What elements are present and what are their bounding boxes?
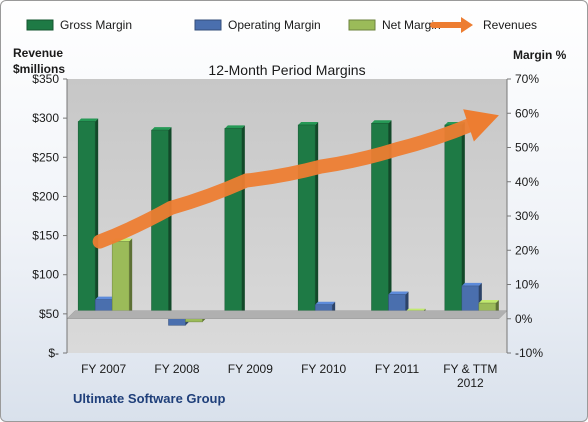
legend-swatch-gross-margin <box>26 19 54 31</box>
gross-margin-bar-top <box>151 127 172 131</box>
gross-margin-bar-top <box>298 121 319 125</box>
y-left-tick-label: $150 <box>32 229 59 243</box>
net-margin-bar-top <box>478 300 499 304</box>
gross-margin-bar-top <box>371 120 392 124</box>
plot-floor <box>66 310 508 319</box>
bar-group <box>77 118 499 326</box>
net-margin-bar <box>111 241 130 317</box>
legend-label: Gross Margin <box>60 18 132 32</box>
y-right-tick-label: 20% <box>515 243 539 257</box>
revenue-arrow <box>92 109 499 249</box>
y-left-title: Revenue <box>13 46 63 60</box>
gross-margin-bar-side <box>461 121 465 317</box>
x-tick-label: 2012 <box>457 376 484 390</box>
gross-margin-bar-side <box>95 118 99 317</box>
x-tick-label: FY 2007 <box>81 362 126 376</box>
gross-margin-bar-top <box>78 118 99 122</box>
gross-margin-bar-side <box>315 121 319 317</box>
y-right-tick-label: -10% <box>515 346 543 360</box>
x-tick-label: FY 2008 <box>154 362 199 376</box>
legend: Gross Margin Operating Margin Net Margin Re… <box>26 17 537 33</box>
gross-margin-bar <box>444 124 463 317</box>
gross-margin-bar-top <box>224 125 245 129</box>
chart-title: 12-Month Period Margins <box>208 62 365 78</box>
legend-label: Revenues <box>483 18 537 32</box>
x-tick-label: FY 2010 <box>301 362 346 376</box>
y-right-title: Margin % <box>513 48 567 62</box>
plot-area <box>67 79 507 353</box>
net-margin-bar-side <box>129 238 133 317</box>
y-right-tick-label: 50% <box>515 141 539 155</box>
y-left-title-unit: $millions <box>13 62 65 76</box>
y-left-tick-label: $100 <box>32 268 59 282</box>
y-right-tick-label: 60% <box>515 106 539 120</box>
y-left-tick-label: $- <box>48 346 59 360</box>
legend-swatch-operating-margin <box>194 19 222 31</box>
y-right-tick-label: 30% <box>515 209 539 223</box>
revenue-arrow-head <box>463 109 499 142</box>
axes: $- $50 $100 $150 $200 $250 $300 $350 -10% 0% 10% 20… <box>32 72 543 390</box>
gross-margin-bar-side <box>241 125 245 317</box>
y-left-tick-label: $350 <box>32 72 59 86</box>
legend-swatch-net-margin <box>348 19 376 31</box>
operating-margin-bar-top <box>315 301 336 305</box>
company-caption: Ultimate Software Group <box>73 391 225 406</box>
operating-margin-bar-top <box>95 296 116 300</box>
y-left-tick-label: $50 <box>39 307 59 321</box>
y-right-tick-label: 40% <box>515 175 539 189</box>
x-tick-label: FY & TTM <box>443 362 497 376</box>
legend-swatch-revenues-head <box>461 17 473 33</box>
gross-margin-bar-side <box>168 127 172 317</box>
operating-margin-bar-top <box>388 291 409 295</box>
y-right-tick-label: 0% <box>515 312 533 326</box>
y-right-tick-label: 70% <box>515 72 539 86</box>
y-right-tick-label: 10% <box>515 278 539 292</box>
x-tick-label: FY 2009 <box>228 362 273 376</box>
revenue-arrow-shaft <box>92 117 480 249</box>
gross-margin-bar <box>297 124 316 317</box>
y-left-tick-label: $250 <box>32 150 59 164</box>
y-left-tick-label: $300 <box>32 111 59 125</box>
operating-margin-bar-top <box>461 282 482 286</box>
gross-margin-bar <box>224 128 243 317</box>
gross-margin-bar <box>77 121 96 318</box>
gross-margin-bar-side <box>388 120 392 317</box>
x-tick-label: FY 2011 <box>375 362 420 376</box>
legend-label: Operating Margin <box>228 18 321 32</box>
legend-label: Net Margin <box>382 18 441 32</box>
y-left-tick-label: $200 <box>32 189 59 203</box>
